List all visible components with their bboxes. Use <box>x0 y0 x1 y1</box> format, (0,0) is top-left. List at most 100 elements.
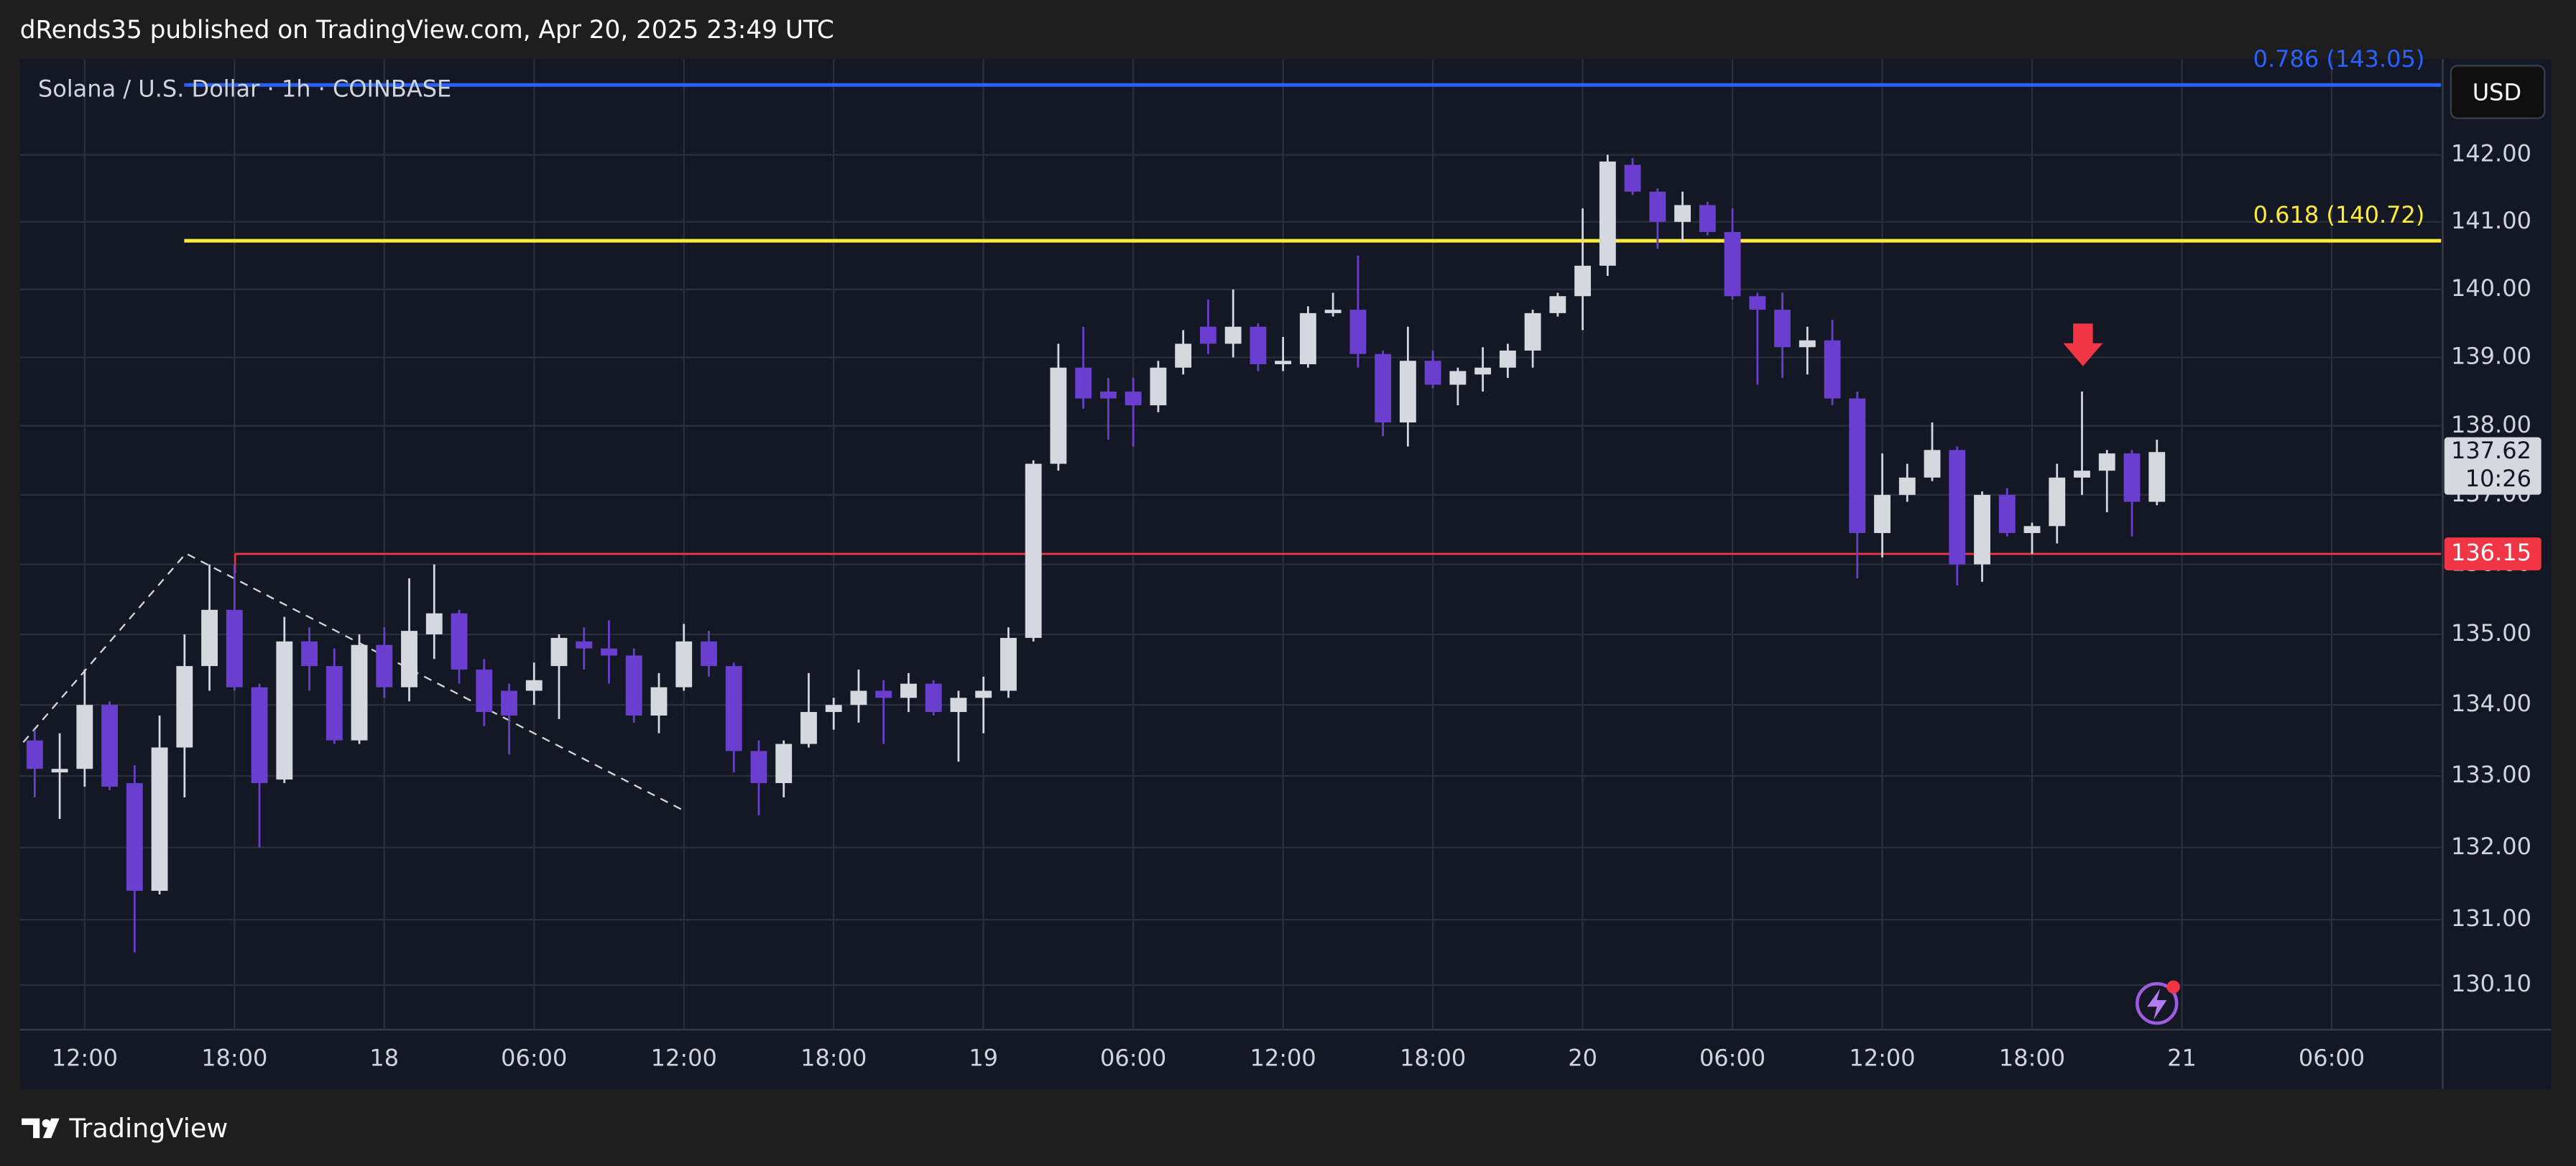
candle-body <box>1699 205 1716 232</box>
y-tick-label: 131.00 <box>2451 904 2531 932</box>
candle-body <box>1574 265 1592 297</box>
candle-body <box>1649 191 1666 222</box>
candle-body <box>1474 367 1492 375</box>
candle-body <box>1549 296 1566 313</box>
candle-body <box>675 641 693 688</box>
candle-body <box>376 644 393 688</box>
candle-body <box>1099 392 1117 399</box>
candles <box>26 154 2166 953</box>
candle-body <box>1375 353 1392 423</box>
candle-body <box>176 666 193 748</box>
candle-body <box>725 666 742 751</box>
candle-body <box>301 641 318 667</box>
candle-body <box>251 687 268 784</box>
candle-body <box>825 705 842 713</box>
logo-slash <box>42 1118 60 1139</box>
y-tick-label: 134.00 <box>2451 690 2531 717</box>
candle-body <box>800 712 817 744</box>
candle-body <box>875 690 892 698</box>
level-label: 0.618 (140.72) <box>2253 201 2425 228</box>
candle-body <box>701 641 717 667</box>
candle-body <box>1349 310 1367 354</box>
candle-body <box>451 613 468 670</box>
candle-body <box>525 680 543 691</box>
candle-body <box>1674 205 1691 222</box>
candle-body <box>1224 326 1242 344</box>
candle-body <box>1399 361 1416 423</box>
candle-body <box>925 683 942 713</box>
candle-body <box>1849 398 1866 533</box>
y-tick-label: 139.00 <box>2451 342 2531 369</box>
candle-body <box>1025 463 1042 638</box>
candle-body <box>550 637 568 667</box>
candle-body <box>201 609 218 667</box>
candle-body <box>501 690 517 716</box>
candle-body <box>975 690 992 698</box>
x-tick-label: 21 <box>2167 1044 2197 1071</box>
y-tick-label: 135.00 <box>2451 619 2531 647</box>
levels: 0.786 (143.05) 0.618 (140.72) <box>184 45 2442 574</box>
candle-body <box>1599 161 1616 266</box>
candle-body <box>2148 452 2166 502</box>
last-price-box <box>2444 437 2542 495</box>
candle-body <box>1125 392 1142 406</box>
candle-body <box>950 698 967 713</box>
brand-name: TradingView <box>68 1113 228 1144</box>
candle-body <box>2098 453 2115 471</box>
icon-ring <box>2136 981 2179 1025</box>
last-price-label: 137.62 <box>2451 437 2531 464</box>
y-tick-label: 133.00 <box>2451 761 2531 788</box>
currency-button[interactable] <box>2450 65 2546 119</box>
candle-body <box>1050 367 1067 464</box>
candle-body <box>1874 494 1891 533</box>
level-price-label: 136.15 <box>2451 539 2531 566</box>
assistant-icon[interactable] <box>2136 980 2180 1025</box>
candle-body <box>775 744 793 784</box>
x-tick-label: 12:00 <box>651 1044 717 1071</box>
candle-body <box>1150 367 1167 406</box>
candle-body <box>101 705 119 787</box>
icon-bolt <box>2147 989 2167 1020</box>
candle-body <box>1998 494 2016 533</box>
candle-body <box>126 783 143 891</box>
candle-body <box>425 613 443 635</box>
y-tick-label: 140.00 <box>2451 274 2531 302</box>
candle-body <box>601 648 617 656</box>
candle-body <box>750 751 767 784</box>
x-tick-label: 18:00 <box>800 1044 867 1071</box>
x-tick-label: 06:00 <box>2299 1044 2365 1071</box>
countdown-label: 10:26 <box>2465 465 2531 492</box>
candle-body <box>1524 313 1541 351</box>
x-tick-label: 18:00 <box>201 1044 267 1071</box>
candle-body <box>1949 450 1966 565</box>
candle-body <box>2023 526 2041 533</box>
symbol-title: Solana / U.S. Dollar · 1h · COINBASE <box>38 75 451 103</box>
candle-body <box>1499 350 1516 368</box>
y-tick-label: 141.00 <box>2451 207 2531 234</box>
candle-body <box>51 769 68 773</box>
level-price-box <box>2444 537 2542 570</box>
x-tick-label: 06:00 <box>501 1044 567 1071</box>
x-tick-label: 18 <box>369 1044 399 1071</box>
candle-body <box>151 747 168 891</box>
trend-drawing <box>22 552 683 810</box>
x-tick-label: 18:00 <box>1400 1044 1466 1071</box>
candle-body <box>1724 231 1741 297</box>
candle-body <box>1898 477 1916 495</box>
candle-body <box>1000 637 1017 691</box>
candle-body <box>1250 326 1267 364</box>
candle-body <box>1175 343 1192 368</box>
candle-body <box>1774 310 1791 348</box>
candle-body <box>1275 361 1292 364</box>
candle-body <box>2074 471 2090 478</box>
candle-body <box>650 687 668 716</box>
candle-body <box>226 609 243 688</box>
arrow-marker <box>2063 323 2103 366</box>
candle-body <box>1924 450 1941 478</box>
chart-area <box>19 59 2552 1089</box>
x-tick-label: 12:00 <box>1250 1044 1316 1071</box>
candle-body <box>625 655 642 716</box>
y-tick-label: 138.00 <box>2451 411 2531 438</box>
x-tick-label: 19 <box>969 1044 998 1071</box>
x-tick-label: 06:00 <box>1100 1044 1166 1071</box>
